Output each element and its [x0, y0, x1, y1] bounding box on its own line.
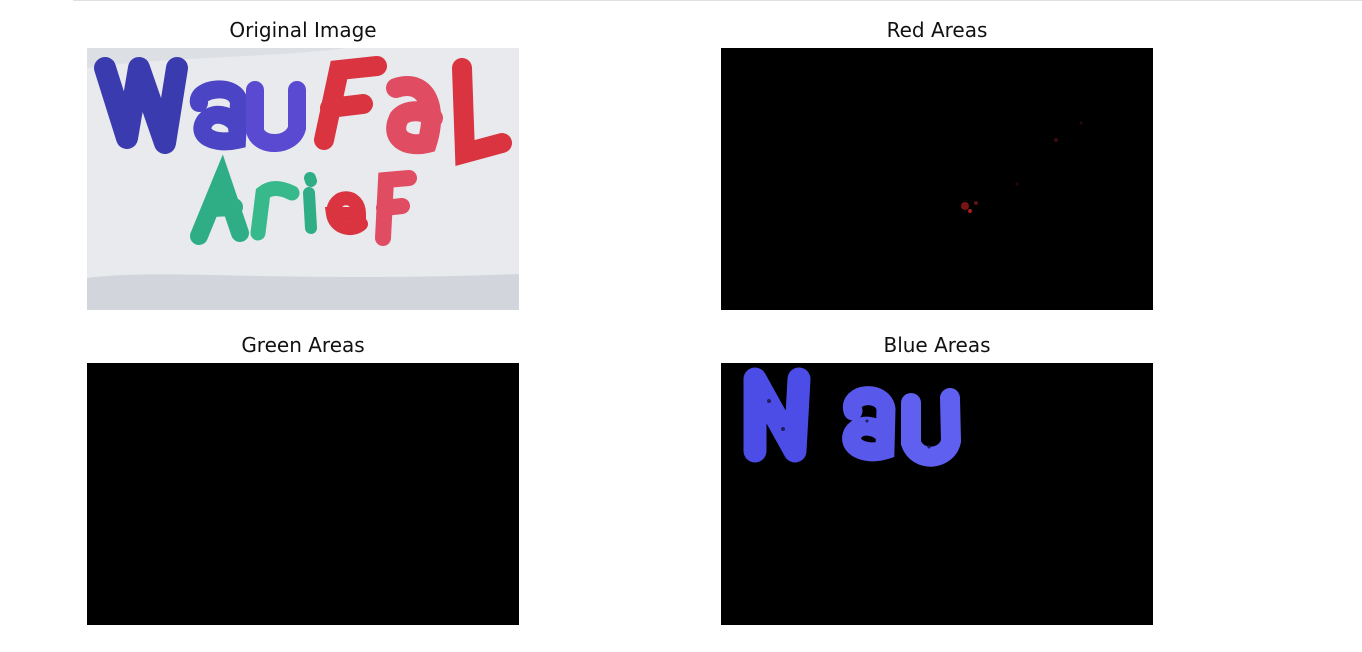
red-areas-panel [721, 48, 1153, 310]
panel-title-original: Original Image [229, 18, 377, 42]
green-areas-svg [87, 363, 519, 625]
green-areas-panel [87, 363, 519, 625]
panel-title-red: Red Areas [886, 18, 988, 42]
blue-areas-svg [721, 363, 1153, 625]
red-areas-svg [721, 48, 1153, 310]
panel-title-blue: Blue Areas [883, 333, 991, 357]
blue-areas-panel [721, 363, 1153, 625]
original-image-panel [87, 48, 519, 310]
original-image-svg [87, 48, 519, 310]
panel-title-green: Green Areas [241, 333, 365, 357]
top-rule [73, 0, 1362, 1]
